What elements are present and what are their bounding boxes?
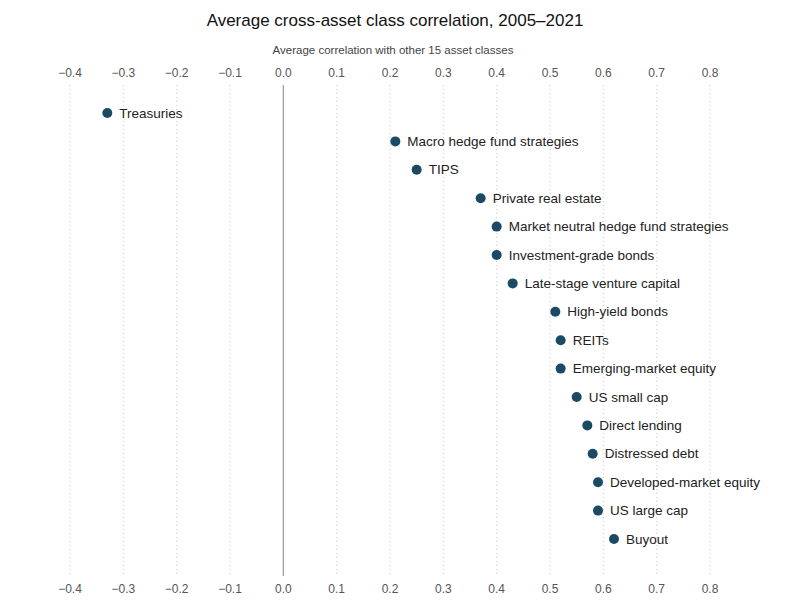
category-label: US large cap <box>610 503 688 518</box>
tick-label-top: 0.7 <box>648 66 665 80</box>
tick-label-top: 0.4 <box>488 66 505 80</box>
dot <box>412 165 422 175</box>
category-label: Market neutral hedge fund strategies <box>509 219 729 234</box>
tick-label-top: 0.6 <box>595 66 612 80</box>
tick-label-top: 0.5 <box>542 66 559 80</box>
tick-label-bottom: 0.5 <box>542 582 559 596</box>
grid-line <box>496 85 497 576</box>
tick-label-top: −0.3 <box>111 66 135 80</box>
tick-label-top: −0.1 <box>218 66 242 80</box>
tick-label-top: 0.2 <box>382 66 399 80</box>
grid-line <box>336 85 337 576</box>
axis-label: Average correlation with other 15 asset … <box>273 44 514 56</box>
category-label: TIPS <box>429 162 459 177</box>
category-label: Developed-market equity <box>610 475 760 490</box>
tick-label-bottom: 0.0 <box>275 582 292 596</box>
title: Average cross-asset class correlation, 2… <box>207 11 584 30</box>
tick-label-bottom: 0.1 <box>328 582 345 596</box>
grid-line <box>176 85 177 576</box>
dot <box>593 477 603 487</box>
dot <box>508 278 518 288</box>
category-label: REITs <box>573 333 609 348</box>
tick-label-bottom: −0.2 <box>165 582 189 596</box>
grid-line <box>550 85 551 576</box>
grid-line <box>230 85 231 576</box>
grid-line <box>123 85 124 576</box>
dot <box>492 250 502 260</box>
category-label: Emerging-market equity <box>573 361 717 376</box>
tick-label-top: 0.0 <box>275 66 292 80</box>
dot <box>550 307 560 317</box>
category-label: Private real estate <box>493 191 602 206</box>
dot <box>102 108 112 118</box>
tick-label-top: 0.1 <box>328 66 345 80</box>
dot <box>588 449 598 459</box>
dot <box>609 534 619 544</box>
category-label: Investment-grade bonds <box>509 248 655 263</box>
tick-label-bottom: 0.4 <box>488 582 505 596</box>
dot <box>572 392 582 402</box>
tick-label-top: 0.3 <box>435 66 452 80</box>
tick-label-top: −0.2 <box>165 66 189 80</box>
category-label: Direct lending <box>599 418 682 433</box>
tick-label-top: −0.4 <box>58 66 82 80</box>
dot <box>556 364 566 374</box>
chart: Average cross-asset class correlation, 2… <box>0 0 801 601</box>
grid-line <box>70 85 71 576</box>
category-label: US small cap <box>589 390 669 405</box>
marks <box>102 108 619 544</box>
category-label: Treasuries <box>119 106 183 121</box>
dot <box>390 136 400 146</box>
grid-line <box>443 85 444 576</box>
dot <box>476 193 486 203</box>
tick-label-bottom: −0.1 <box>218 582 242 596</box>
tick-label-bottom: 0.6 <box>595 582 612 596</box>
tick-label-bottom: 0.2 <box>382 582 399 596</box>
grid-line <box>603 85 604 576</box>
dot <box>593 506 603 516</box>
tick-label-bottom: 0.3 <box>435 582 452 596</box>
tick-label-top: 0.8 <box>702 66 719 80</box>
grid-line <box>710 85 711 576</box>
category-label: Distressed debt <box>605 446 699 461</box>
category-label: High-yield bonds <box>567 304 668 319</box>
tick-label-bottom: −0.4 <box>58 582 82 596</box>
category-label: Late-stage venture capital <box>525 276 680 291</box>
dot <box>582 420 592 430</box>
zero-line <box>283 85 284 576</box>
grid-line <box>390 85 391 576</box>
tick-label-bottom: 0.8 <box>702 582 719 596</box>
tick-label-bottom: −0.3 <box>111 582 135 596</box>
category-label: Macro hedge fund strategies <box>407 134 578 149</box>
category-label: Buyout <box>626 532 668 547</box>
dot <box>492 222 502 232</box>
dot <box>556 335 566 345</box>
tick-label-bottom: 0.7 <box>648 582 665 596</box>
